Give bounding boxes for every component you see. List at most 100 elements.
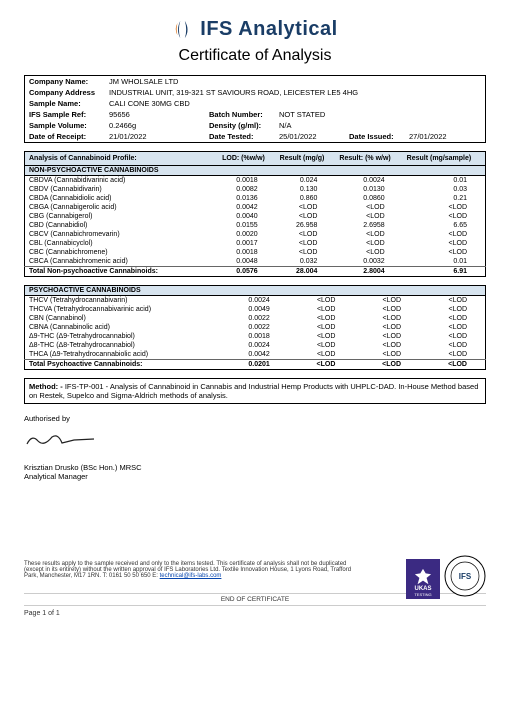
- cell-lod: 0.0022: [218, 314, 288, 323]
- cell-ww: 0.0024: [335, 176, 402, 186]
- signer-title: Analytical Manager: [24, 472, 486, 481]
- val-date-receipt: 21/01/2022: [105, 131, 205, 142]
- cell-mgg: <LOD: [288, 323, 354, 332]
- cell-ms: <LOD: [403, 203, 486, 212]
- cell-ww: <LOD: [353, 305, 419, 314]
- cell-name: CBCA (Cannabichromenic acid): [25, 257, 219, 267]
- cell-lod: 0.0042: [218, 203, 276, 212]
- cell-lod: 0.0136: [218, 194, 276, 203]
- cell-name: CBL (Cannabicyclol): [25, 239, 219, 248]
- method-text: IFS-TP-001 - Analysis of Cannabinoid in …: [29, 382, 478, 400]
- cell-mgg: <LOD: [288, 314, 354, 323]
- cell-lod: 0.0022: [218, 323, 288, 332]
- cell-ms: <LOD: [419, 350, 485, 360]
- col-analysis: Analysis of Cannabinoid Profile:: [25, 152, 219, 166]
- cell-name: CBDVA (Cannabidivarinic acid): [25, 176, 219, 186]
- section-nonpsy: NON-PSYCHOACTIVE CANNABINOIDS: [25, 166, 486, 176]
- cell-name: THCV (Tetrahydrocannabivarin): [25, 296, 219, 306]
- cell-ms: <LOD: [419, 323, 485, 332]
- cell-mgg: <LOD: [288, 350, 354, 360]
- col-lod: LOD: (%w/w): [218, 152, 276, 166]
- cell-name: CBGA (Cannabigerolic acid): [25, 203, 219, 212]
- table-row: CBL (Cannabicyclol)0.0017<LOD<LOD<LOD: [25, 239, 486, 248]
- cell-name: CBNA (Cannabinolic acid): [25, 323, 219, 332]
- footer: UKAS TESTING IFS These results apply to …: [24, 561, 486, 617]
- val-sample-name: CALI CONE 30MG CBD: [105, 98, 485, 109]
- table-row: CBD (Cannabidiol)0.015526.9582.69586.65: [25, 221, 486, 230]
- cannabinoid-table: Analysis of Cannabinoid Profile: LOD: (%…: [24, 151, 486, 277]
- cell-ms: 0.01: [403, 176, 486, 186]
- label-sample-vol: Sample Volume:: [25, 120, 105, 131]
- cell-ms: 0.21: [403, 194, 486, 203]
- cell-ww: <LOD: [353, 332, 419, 341]
- total-psy-row: Total Psychoactive Cannabinoids: 0.0201 …: [25, 360, 486, 370]
- cell-ms: <LOD: [419, 314, 485, 323]
- cell-mgg: 0.024: [276, 176, 336, 186]
- method-box: Method: - IFS-TP-001 - Analysis of Canna…: [24, 378, 486, 404]
- cell-lod: 0.0042: [218, 350, 288, 360]
- label-company-name: Company Name:: [25, 76, 105, 87]
- table-header-row: Analysis of Cannabinoid Profile: LOD: (%…: [25, 152, 486, 166]
- table-row: THCVA (Tetrahydrocannabivarinic acid)0.0…: [25, 305, 486, 314]
- cell-ww: 0.0032: [335, 257, 402, 267]
- cell-ww: <LOD: [353, 350, 419, 360]
- label-density: Density (g/ml):: [205, 120, 275, 131]
- cert-title: Certificate of Analysis: [24, 47, 486, 65]
- section-psy: PSYCHOACTIVE CANNABINOIDS: [25, 286, 486, 296]
- val-sample-vol: 0.2466g: [105, 120, 205, 131]
- info-box: Company Name: JM WHOLSALE LTD Company Ad…: [24, 75, 486, 143]
- table-row: Δ8-THC (Δ8-Tetrahydrocannabiol)0.0024<LO…: [25, 341, 486, 350]
- ifs-badge: IFS: [444, 555, 486, 599]
- cell-name: CBN (Cannabinol): [25, 314, 219, 323]
- label-sample-name: Sample Name:: [25, 98, 105, 109]
- cell-mgg: <LOD: [288, 332, 354, 341]
- cell-mgg: <LOD: [276, 212, 336, 221]
- col-ww: Result: (% w/w): [335, 152, 402, 166]
- cell-lod: 0.0017: [218, 239, 276, 248]
- cell-lod: 0.0049: [218, 305, 288, 314]
- cell-ww: <LOD: [335, 212, 402, 221]
- brand-name: IFS Analytical: [200, 18, 337, 41]
- page-number: Page 1 of 1: [24, 610, 486, 617]
- cell-name: CBG (Cannabigerol): [25, 212, 219, 221]
- cell-mgg: <LOD: [276, 230, 336, 239]
- cell-lod: 0.0040: [218, 212, 276, 221]
- table-row: CBCA (Cannabichromenic acid)0.00480.0320…: [25, 257, 486, 267]
- cell-name: CBCV (Cannabichromevarin): [25, 230, 219, 239]
- cell-name: CBC (Cannabichromene): [25, 248, 219, 257]
- cell-mgg: 26.958: [276, 221, 336, 230]
- cell-mgg: 0.860: [276, 194, 336, 203]
- table-row: CBGA (Cannabigerolic acid)0.0042<LOD<LOD…: [25, 203, 486, 212]
- cell-mgg: 0.032: [276, 257, 336, 267]
- val-company-name: JM WHOLSALE LTD: [105, 76, 485, 87]
- total-psy-ms: <LOD: [419, 360, 485, 370]
- cell-ms: <LOD: [419, 305, 485, 314]
- table-row: CBDV (Cannabidivarin)0.00820.1300.01300.…: [25, 185, 486, 194]
- total-nonpsy-lod: 0.0576: [218, 267, 276, 277]
- cell-ww: <LOD: [353, 314, 419, 323]
- table-row: CBN (Cannabinol)0.0022<LOD<LOD<LOD: [25, 314, 486, 323]
- cell-lod: 0.0018: [218, 248, 276, 257]
- signature: [24, 429, 486, 453]
- authorisation: Authorised by Krisztian Drusko (BSc Hon.…: [24, 414, 486, 481]
- cell-ms: <LOD: [403, 230, 486, 239]
- psychoactive-table: PSYCHOACTIVE CANNABINOIDS THCV (Tetrahyd…: [24, 285, 486, 370]
- logo-icon: [172, 20, 194, 40]
- label-date-receipt: Date of Receipt:: [25, 131, 105, 142]
- total-psy-mgg: <LOD: [288, 360, 354, 370]
- cell-mgg: <LOD: [288, 296, 354, 306]
- cell-ms: 0.01: [403, 257, 486, 267]
- svg-text:IFS: IFS: [459, 572, 472, 581]
- disclaimer-email-link[interactable]: technical@ifs-labs.com: [160, 573, 222, 579]
- cell-ww: <LOD: [335, 248, 402, 257]
- cell-ww: <LOD: [335, 239, 402, 248]
- disclaimer: These results apply to the sample receiv…: [24, 561, 364, 579]
- table-row: CBC (Cannabichromene)0.0018<LOD<LOD<LOD: [25, 248, 486, 257]
- cell-ms: <LOD: [419, 341, 485, 350]
- label-company-address: Company Address: [25, 87, 105, 98]
- cell-ww: 2.6958: [335, 221, 402, 230]
- col-mgsample: Result (mg/sample): [403, 152, 486, 166]
- val-batch: NOT STATED: [275, 109, 345, 120]
- cell-lod: 0.0155: [218, 221, 276, 230]
- ukas-badge: UKAS TESTING: [406, 559, 440, 599]
